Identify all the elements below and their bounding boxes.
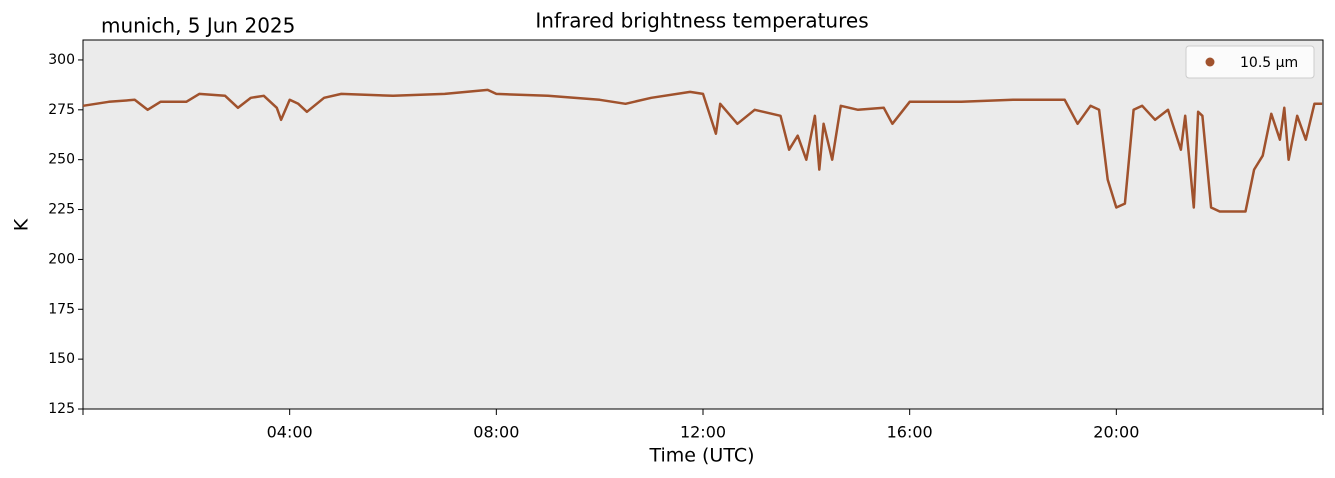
x-tick-label: 04:00 bbox=[267, 423, 313, 442]
x-tick-label: 16:00 bbox=[887, 423, 933, 442]
y-tick-label: 200 bbox=[48, 251, 75, 267]
y-tick-label: 225 bbox=[48, 202, 75, 218]
y-tick-label: 125 bbox=[48, 401, 75, 417]
y-tick-label: 275 bbox=[48, 102, 75, 118]
annotation: munich, 5 Jun 2025 bbox=[101, 14, 295, 38]
x-axis-label: Time (UTC) bbox=[648, 445, 754, 467]
y-tick-label: 150 bbox=[48, 351, 75, 367]
x-tick-label: 20:00 bbox=[1093, 423, 1139, 442]
legend-box bbox=[1185, 45, 1315, 79]
x-tick-label: 12:00 bbox=[680, 423, 726, 442]
y-tick-label: 300 bbox=[48, 52, 75, 68]
y-axis-label: K bbox=[11, 218, 33, 231]
y-tick-label: 250 bbox=[48, 152, 75, 168]
data-line bbox=[82, 88, 1323, 213]
chart-title: Infrared brightness temperatures bbox=[535, 9, 868, 33]
legend-marker bbox=[1205, 57, 1215, 67]
legend-label: 10.5 µm bbox=[1240, 55, 1298, 71]
y-tick-label: 175 bbox=[48, 301, 75, 317]
x-tick-label: 08:00 bbox=[473, 423, 519, 442]
